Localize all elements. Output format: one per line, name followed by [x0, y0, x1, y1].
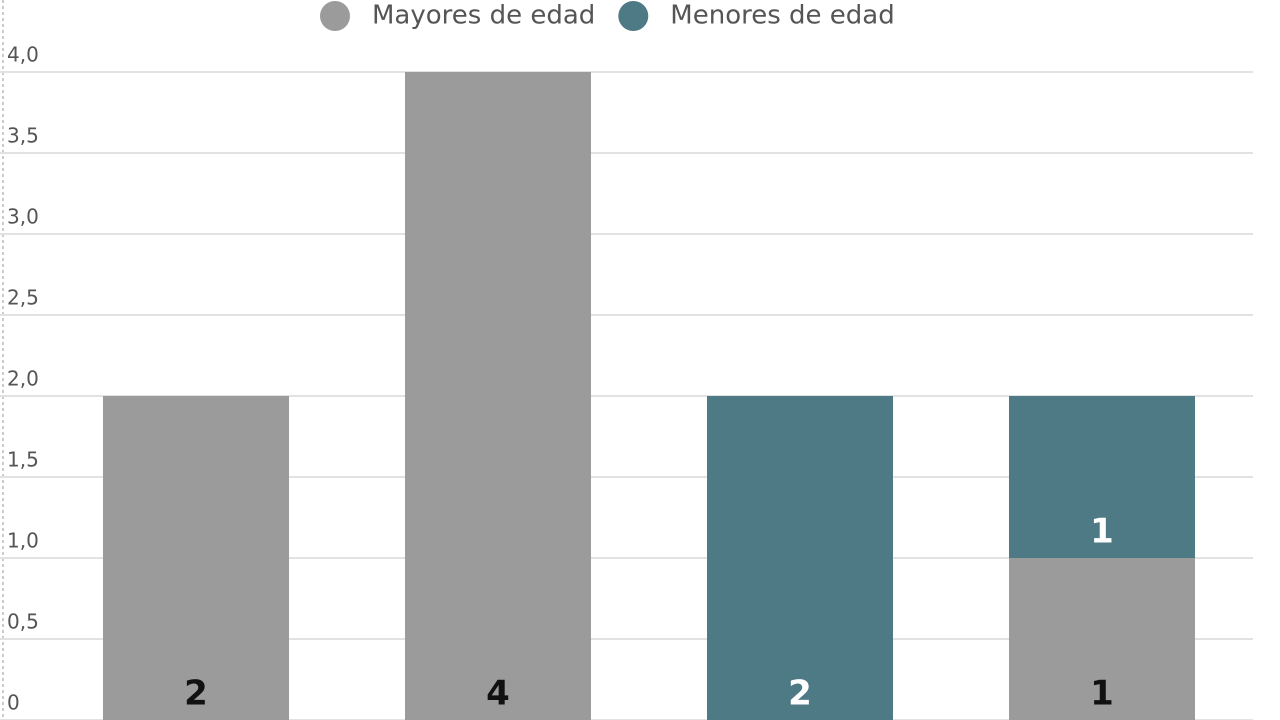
bar-segment: [707, 396, 893, 720]
data-label: 1: [1090, 674, 1114, 714]
y-tick-label: 2,5: [7, 286, 39, 310]
y-tick-label: 2,0: [7, 367, 39, 391]
data-label: 2: [788, 674, 812, 714]
y-tick-label: 4,0: [7, 43, 39, 67]
data-label: 1: [1090, 512, 1114, 552]
legend-label: Menores de edad: [670, 1, 894, 31]
bar-segment: [405, 72, 591, 720]
y-tick-label: 1,5: [7, 448, 39, 472]
data-label: 4: [486, 674, 510, 714]
legend-label: Mayores de edad: [372, 1, 595, 31]
y-tick-label: 3,0: [7, 205, 39, 229]
y-tick-label: 1,0: [7, 529, 39, 553]
y-tick-label: 0,5: [7, 610, 39, 634]
y-tick-label: 0: [7, 691, 20, 715]
bar-segment: [1009, 558, 1195, 720]
data-label: 2: [184, 674, 208, 714]
bar-segment: [103, 396, 289, 720]
legend-swatch: [320, 1, 350, 31]
bar-segment: [1009, 396, 1195, 558]
y-tick-label: 3,5: [7, 124, 39, 148]
legend-swatch: [618, 1, 649, 31]
